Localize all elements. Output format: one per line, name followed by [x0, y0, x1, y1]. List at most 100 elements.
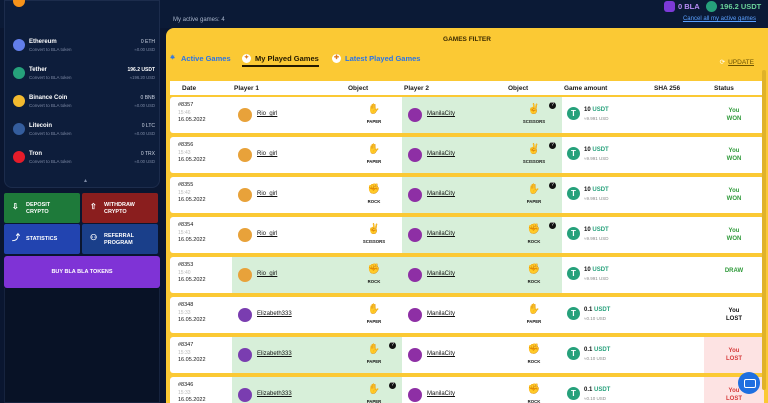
users-icon: ⚇: [90, 233, 98, 242]
cancel-all-games-link[interactable]: Cancel all my active games: [682, 16, 756, 22]
player2-name[interactable]: ManilaCity: [427, 391, 456, 397]
tab-my-played-games[interactable]: ✦ My Played Games: [242, 54, 319, 67]
tab-active-games[interactable]: ⎈ Active Games: [168, 54, 231, 63]
table-row[interactable]: #8356 15:43 16.05.2022 Rio_girl ✋ PAPER Manila…: [170, 137, 764, 173]
amount-value: 10: [584, 267, 591, 273]
tether-icon: [13, 67, 25, 79]
player2-name[interactable]: ManilaCity: [427, 111, 456, 117]
sha-cell: [652, 377, 704, 403]
tab-latest-played-games[interactable]: ✚ Latest Played Games: [332, 54, 420, 63]
status-cell: You WON: [704, 177, 764, 213]
amount-fiat: ≈9.991 USD: [584, 196, 609, 201]
withdraw-crypto-button[interactable]: ⇧ WITHDRAW CRYPTO: [82, 193, 158, 223]
amount-currency: USDT: [594, 307, 611, 313]
coin-row-ethereum[interactable]: Ethereum Convert to BLA token 0 ETH ≈0.0…: [9, 33, 159, 59]
wallet-usdt-amount: 196.2 USDT: [720, 2, 762, 11]
deposit-crypto-button[interactable]: ⇩ DEPOSIT CRYPTO: [4, 193, 80, 223]
convert-link[interactable]: Convert to BLA token: [29, 47, 72, 52]
player1-cell: Elizabeth333: [232, 297, 346, 333]
game-date: 16.05.2022: [178, 197, 206, 203]
wallet-usdt[interactable]: 196.2 USDT: [706, 1, 761, 12]
wallet-bla[interactable]: 0 BLA: [664, 1, 700, 12]
game-date: 16.05.2022: [178, 277, 206, 283]
info-icon[interactable]: ?: [389, 382, 396, 389]
player2-name[interactable]: ManilaCity: [427, 311, 456, 317]
game-id: #8346: [178, 382, 194, 388]
player2-cell: ManilaCity: [402, 97, 506, 133]
player2-name[interactable]: ManilaCity: [427, 351, 456, 357]
sidebar: Ethereum Convert to BLA token 0 ETH ≈0.0…: [0, 0, 160, 403]
player2-cell: ManilaCity: [402, 137, 506, 173]
object2-cell: ✊ ROCK: [506, 337, 562, 373]
player1-name[interactable]: Rio_girl: [257, 111, 278, 117]
game-date: 16.05.2022: [178, 237, 206, 243]
referral-program-button[interactable]: ⚇ REFERRAL PROGRAM: [82, 224, 158, 254]
binance-icon: [13, 95, 25, 107]
chevron-up-icon[interactable]: ▴: [84, 178, 88, 184]
game-id: #8354: [178, 222, 194, 228]
scissors-hand-icon: ✌: [527, 144, 541, 155]
coin-row-tether[interactable]: Tether Convert to BLA token 196.2 USDT ≈…: [9, 61, 159, 87]
player1-cell: Rio_girl: [232, 137, 346, 173]
table-row[interactable]: #8355 15:42 16.05.2022 Rio_girl ✊ ROCK ManilaC…: [170, 177, 764, 213]
table-row[interactable]: #8347 15:33 16.05.2022 Elizabeth333? ✋ PAPER M…: [170, 337, 764, 373]
table-row[interactable]: #8357 15:46 16.05.2022 Rio_girl ✋ PAPER Manila…: [170, 97, 764, 133]
info-icon[interactable]: ?: [549, 142, 556, 149]
player2-name[interactable]: ManilaCity: [427, 151, 456, 157]
table-row[interactable]: #8353 15:40 16.05.2022 Rio_girl ✊ ROCK ManilaC…: [170, 257, 764, 293]
tab-label: My Played Games: [255, 54, 319, 63]
buy-tokens-button[interactable]: BUY BLA BLA TOKENS: [4, 256, 160, 288]
player1-name[interactable]: Rio_girl: [257, 191, 278, 197]
coin-balance: 0 LTC: [141, 123, 155, 129]
games-tabs: ⎈ Active Games ✦ My Played Games ✚ Lates…: [166, 54, 768, 72]
info-icon[interactable]: ?: [389, 342, 396, 349]
coin-balance: 0 ETH: [140, 39, 155, 45]
coin-name: Ethereum: [29, 39, 57, 45]
info-icon[interactable]: ?: [549, 182, 556, 189]
scrollbar[interactable]: [762, 70, 766, 390]
coin-name: Binance Coin: [29, 95, 68, 101]
amount-cell: T 10 USDT ≈9.991 USD: [562, 97, 652, 133]
coin-row-binance[interactable]: Binance Coin Convert to BLA token 0 BNB …: [9, 89, 159, 115]
tether-icon: T: [567, 107, 580, 120]
table-row[interactable]: #8354 15:41 16.05.2022 Rio_girl ✌ SCISSORS Man…: [170, 217, 764, 253]
statistics-button[interactable]: ⤴ STATISTICS: [4, 224, 80, 254]
coin-row-litecoin[interactable]: Litecoin Convert to BLA token 0 LTC ≈0.0…: [9, 117, 159, 143]
convert-link[interactable]: Convert to BLA token: [29, 131, 72, 136]
chat-icon[interactable]: [738, 372, 760, 394]
player1-name[interactable]: Rio_girl: [257, 231, 278, 237]
info-icon[interactable]: ?: [549, 222, 556, 229]
object2-label: ROCK: [527, 239, 541, 244]
object1-label: PAPER: [366, 119, 382, 124]
amount-value: 10: [584, 107, 591, 113]
rock-hand-icon: ✊: [527, 344, 541, 355]
table-row[interactable]: #8348 15:33 16.05.2022 Elizabeth333 ✋ PAPER Ma…: [170, 297, 764, 333]
coin-row-bitcoin[interactable]: [9, 0, 159, 15]
rock-hand-icon: ✊: [527, 384, 541, 395]
coin-fiat: ≈0.00 USD: [134, 47, 155, 52]
info-icon[interactable]: ?: [549, 102, 556, 109]
deposit-icon: ⇩: [12, 202, 19, 211]
convert-link[interactable]: Convert to BLA token: [29, 103, 72, 108]
amount-fiat: ≈9.991 USD: [584, 116, 609, 121]
player1-name[interactable]: Elizabeth333: [257, 311, 292, 317]
convert-link[interactable]: Convert to BLA token: [29, 159, 72, 164]
player2-name[interactable]: ManilaCity: [427, 271, 456, 277]
amount-currency: USDT: [592, 187, 609, 193]
player1-name[interactable]: Rio_girl: [257, 271, 278, 277]
player1-name[interactable]: Elizabeth333: [257, 351, 292, 357]
object1-cell: ✋ PAPER: [346, 97, 402, 133]
player2-name[interactable]: ManilaCity: [427, 191, 456, 197]
player2-name[interactable]: ManilaCity: [427, 231, 456, 237]
game-amount: 10 USDT: [584, 227, 609, 233]
player1-name[interactable]: Elizabeth333: [257, 391, 292, 397]
convert-link[interactable]: Convert to BLA token: [29, 75, 72, 80]
refresh-icon: ⟳: [719, 59, 726, 66]
table-row[interactable]: #8346 15:33 16.05.2022 Elizabeth333? ✋ PAPER M…: [170, 377, 764, 403]
object1-label: PAPER: [366, 159, 382, 164]
coin-fiat: ≈196.20 USD: [129, 75, 155, 80]
tether-icon: T: [567, 307, 580, 320]
player1-name[interactable]: Rio_girl: [257, 151, 278, 157]
coin-row-tron[interactable]: Tron Convert to BLA token 0 TRX ≈0.00 US…: [9, 145, 159, 171]
update-button[interactable]: ⟳ UPDATE: [719, 58, 754, 67]
